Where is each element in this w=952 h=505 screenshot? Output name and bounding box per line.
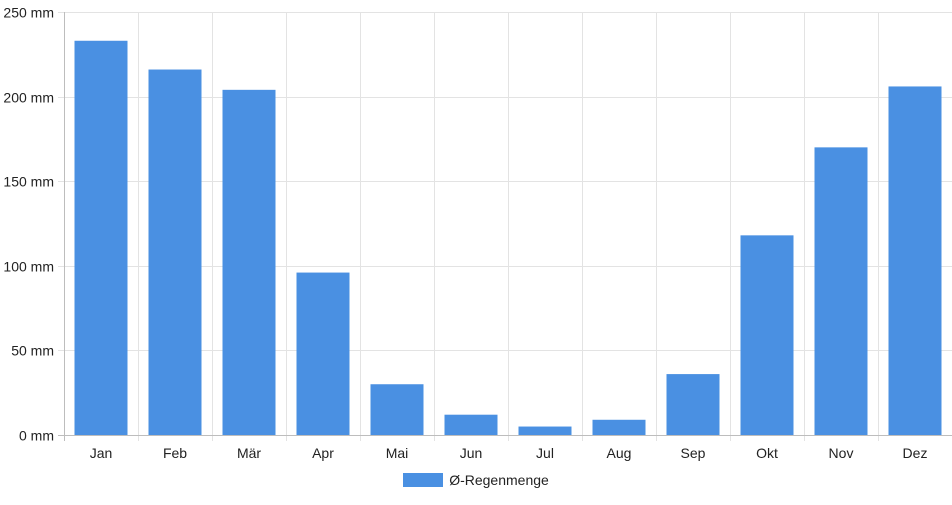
bar-sep bbox=[666, 374, 720, 435]
bar-mai bbox=[370, 384, 424, 435]
bar-nov bbox=[814, 147, 868, 436]
x-tick-label: Aug bbox=[607, 445, 632, 461]
bar-mär bbox=[222, 89, 276, 435]
x-tick-label: Mai bbox=[386, 445, 409, 461]
legend-swatch bbox=[403, 473, 444, 487]
y-tick-label: 200 mm bbox=[3, 90, 54, 106]
chart-legend[interactable]: Ø-Regenmenge bbox=[0, 472, 952, 488]
bar-jun bbox=[444, 414, 498, 435]
y-tick-label: 250 mm bbox=[3, 5, 54, 21]
bar-apr bbox=[296, 272, 350, 435]
y-tick-label: 150 mm bbox=[3, 174, 54, 190]
x-tick-label: Feb bbox=[163, 445, 187, 461]
x-tick-label: Dez bbox=[903, 445, 928, 461]
bar-jan bbox=[74, 40, 128, 435]
x-tick-label: Jul bbox=[536, 445, 554, 461]
y-tick-label: 0 mm bbox=[19, 428, 54, 444]
x-tick-label: Mär bbox=[237, 445, 261, 461]
legend-label: Ø-Regenmenge bbox=[449, 472, 549, 488]
bar-dez bbox=[888, 86, 942, 435]
bar-jul bbox=[518, 426, 572, 435]
x-tick-label: Apr bbox=[312, 445, 334, 461]
x-tick-label: Sep bbox=[681, 445, 706, 461]
x-tick-label: Jun bbox=[460, 445, 483, 461]
x-tick-label: Okt bbox=[756, 445, 778, 461]
bar-feb bbox=[148, 69, 202, 435]
y-tick-label: 100 mm bbox=[3, 259, 54, 275]
bar-aug bbox=[592, 419, 646, 435]
y-tick-label: 50 mm bbox=[11, 343, 54, 359]
x-tick-label: Jan bbox=[90, 445, 113, 461]
x-tick-label: Nov bbox=[829, 445, 854, 461]
bar-okt bbox=[740, 235, 794, 435]
